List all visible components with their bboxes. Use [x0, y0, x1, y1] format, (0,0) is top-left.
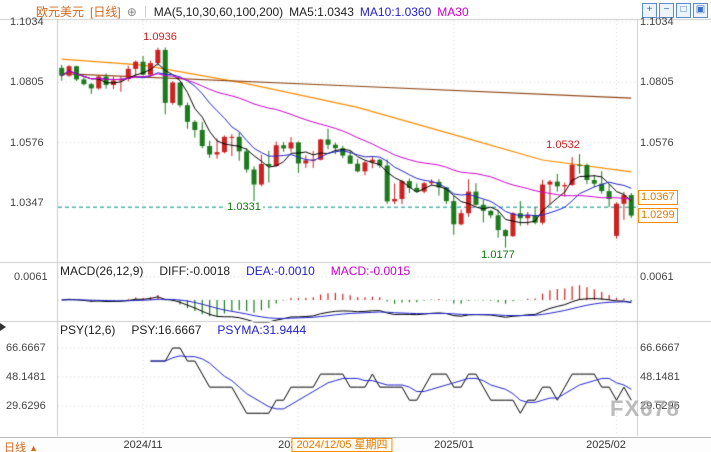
time-tick: 2025/02	[586, 439, 626, 451]
period-selector[interactable]: 日线 ▲	[4, 439, 38, 452]
price-label-right: 1.0805	[640, 76, 674, 88]
watermark: FX678	[610, 396, 680, 421]
psy-header: PSY(12,6) PSY:16.6667 PSYMA:31.9444	[60, 323, 306, 337]
psy-axis-right: 29.6296	[640, 400, 680, 412]
macd-header: MACD(26,12,9) DIFF:-0.0018 DEA:-0.0010 M…	[60, 264, 410, 278]
time-tick: 2025/01	[434, 439, 474, 451]
price-label-left: 1.0805	[10, 76, 44, 88]
price-label-right: 1.1034	[640, 16, 674, 28]
zoom-out-icon[interactable]: −	[659, 3, 674, 18]
restore-icon[interactable]: □	[676, 3, 691, 18]
chart-header: 欧元美元 [日线] ⊕ MA(5,10,30,60,100,200) MA5:1…	[36, 3, 469, 20]
psy-axis-left: 29.6296	[6, 400, 46, 412]
annotation-low: 1.0177	[481, 249, 515, 261]
macd-value: MACD:-0.0015	[330, 264, 411, 278]
period-selector-label: 日线	[4, 442, 26, 452]
psy-axis-left: 48.1481	[6, 371, 46, 383]
annotation-support: 1.0331	[225, 201, 263, 213]
time-axis-bar: 日线 ▲ 2024/11 2024/12 2025/01 2025/02 202…	[0, 437, 711, 452]
chart-toolbar: + − □ ▣	[642, 3, 708, 18]
macd-title[interactable]: MACD(26,12,9)	[60, 264, 144, 278]
psy-value: PSY:16.6667	[131, 323, 202, 337]
add-indicator-icon[interactable]: ⊕	[126, 4, 137, 19]
psy-title[interactable]: PSY(12,6)	[60, 323, 116, 337]
macd-axis-left: 0.0061	[14, 271, 48, 283]
ma30-value: MA30	[437, 4, 469, 19]
selected-date-box: 2024/12/05 星期四	[291, 438, 393, 452]
psy-axis-left: 66.6667	[6, 342, 46, 354]
annotation-high: 1.0936	[143, 31, 177, 43]
macd-diff-value: DIFF:-0.0018	[159, 264, 231, 278]
price-label-left: 1.1034	[10, 16, 44, 28]
period-up-arrow-icon: ▲	[29, 443, 38, 452]
zoom-in-icon[interactable]: +	[642, 3, 657, 18]
psy-axis-right: 48.1481	[640, 371, 680, 383]
price-label-right: 1.0576	[640, 137, 674, 149]
psyma-value: PSYMA:31.9444	[217, 323, 307, 337]
symbol-title: 欧元美元	[36, 5, 85, 19]
annotation-swing-high: 1.0532	[546, 139, 580, 151]
ma5-value: MA5:1.0343	[289, 4, 354, 19]
price-box-last: 1.0299	[638, 208, 678, 223]
psy-axis-right: 66.6667	[640, 342, 680, 354]
macd-dea-value: DEA:-0.0010	[246, 264, 315, 278]
time-tick: 2024/11	[123, 439, 163, 451]
ma10-value: MA10:1.0360	[359, 4, 432, 19]
period-tag: [日线]	[90, 5, 121, 19]
price-label-left: 1.0576	[10, 137, 44, 149]
pane-resize-handle[interactable]	[0, 323, 6, 331]
fullscreen-icon[interactable]: ▣	[693, 3, 708, 18]
header-divider	[144, 6, 146, 17]
price-label-left: 1.0347	[10, 197, 44, 209]
ma-settings-label[interactable]: MA(5,10,30,60,100,200)	[153, 4, 284, 19]
price-box-high: 1.0367	[638, 190, 678, 205]
macd-axis-right: 0.0061	[640, 271, 674, 283]
